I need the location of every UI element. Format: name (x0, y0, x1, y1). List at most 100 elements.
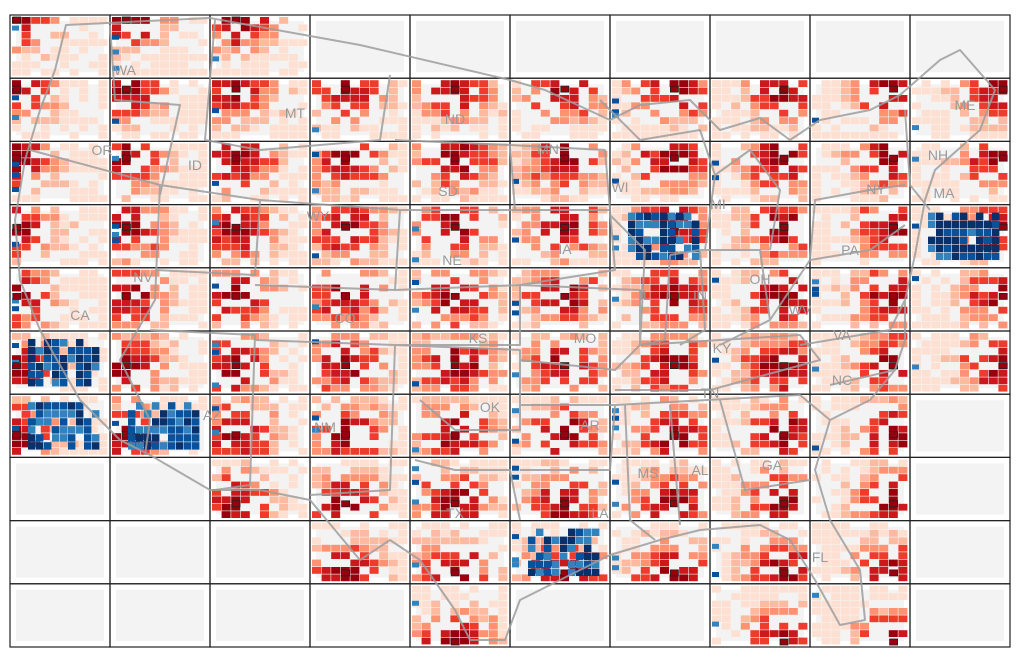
correlation-tile-positive (750, 608, 760, 615)
correlation-tile-positive (479, 109, 489, 117)
correlation-tile-positive (750, 496, 760, 504)
correlation-tile-positive (88, 269, 98, 277)
cell-background (316, 21, 404, 73)
cell-background (916, 526, 1004, 578)
correlation-tile-negative (668, 212, 676, 220)
correlation-tile-positive (588, 158, 598, 165)
correlation-tile-positive (40, 448, 50, 455)
correlation-tile-positive (298, 173, 308, 180)
correlation-tile-negative (12, 172, 19, 178)
correlation-tile-positive (731, 474, 741, 481)
correlation-tile-positive (379, 206, 389, 214)
correlation-tile-positive (850, 433, 860, 440)
correlation-tile-positive (112, 284, 121, 292)
correlation-tile-positive (831, 622, 841, 630)
correlation-tile-negative (152, 418, 160, 426)
small-multiple-cell (909, 140, 1011, 206)
correlation-tile-positive (721, 608, 731, 615)
correlation-tile-positive (179, 377, 189, 385)
correlation-tile-positive (531, 396, 541, 403)
correlation-tile-positive (888, 466, 898, 474)
correlation-tile-positive (660, 448, 669, 455)
correlation-tile-positive (731, 124, 741, 132)
correlation-tile-positive (660, 362, 669, 370)
correlation-tile-positive (188, 195, 198, 202)
correlation-tile-positive (431, 522, 441, 530)
correlation-tile-positive (498, 251, 508, 258)
correlation-tile-positive (798, 474, 808, 481)
correlation-tile-positive (879, 143, 889, 151)
correlation-tile-positive (360, 236, 369, 243)
correlation-tile-positive (350, 459, 360, 467)
correlation-tile-positive (488, 630, 498, 637)
correlation-tile-positive (760, 544, 769, 552)
correlation-tile-positive (812, 132, 821, 139)
correlation-tile-positive (379, 321, 389, 329)
correlation-tile-positive (479, 87, 489, 95)
correlation-tile-positive (569, 243, 579, 251)
correlation-tile-positive (331, 496, 341, 504)
correlation-tile-positive (679, 321, 689, 329)
correlation-tile-positive (412, 95, 421, 102)
correlation-tile-positive (288, 187, 298, 195)
correlation-tile-positive (269, 277, 279, 284)
correlation-tile-positive (340, 314, 350, 321)
correlation-tile-positive (212, 321, 221, 329)
correlation-tile-positive (612, 433, 621, 440)
correlation-tile-positive (260, 425, 269, 433)
correlation-tile-positive (679, 433, 689, 440)
correlation-tile-positive (531, 522, 541, 530)
correlation-tile-positive (888, 440, 898, 448)
correlation-tile-positive (231, 418, 241, 426)
correlation-tile-negative (676, 212, 684, 220)
correlation-tile-positive (912, 292, 921, 299)
correlation-tile-positive (98, 306, 108, 314)
correlation-tile-negative (152, 442, 160, 450)
correlation-tile-positive (469, 481, 479, 489)
correlation-tile-positive (612, 214, 621, 221)
correlation-tile-negative (168, 434, 176, 442)
focus-cell-marker (231, 292, 241, 300)
correlation-tile-positive (831, 277, 841, 284)
correlation-tile-positive (121, 150, 131, 158)
correlation-tile-positive (531, 544, 541, 552)
correlation-tile-positive (779, 403, 789, 411)
correlation-tile-positive (888, 333, 898, 340)
correlation-tile-positive (440, 489, 450, 496)
state-label-la: LA (591, 505, 609, 521)
correlation-tile-positive (750, 214, 760, 221)
correlation-tile-positive (812, 403, 821, 411)
correlation-tile-positive (498, 150, 508, 158)
correlation-tile-positive (631, 251, 641, 258)
correlation-tile-positive (331, 258, 341, 266)
correlation-tile-positive (121, 143, 131, 151)
correlation-tile-positive (269, 54, 279, 61)
correlation-tile-negative (76, 371, 84, 379)
correlation-tile-positive (788, 187, 798, 195)
correlation-tile-positive (621, 396, 631, 403)
correlation-tile-positive (179, 396, 189, 403)
correlation-tile-positive (398, 355, 408, 362)
correlation-tile-positive (350, 448, 360, 455)
correlation-tile-positive (331, 448, 341, 455)
correlation-tile-negative (12, 306, 19, 312)
correlation-tile-positive (450, 530, 460, 537)
correlation-tile-positive (888, 109, 898, 117)
correlation-tile-positive (321, 87, 331, 95)
correlation-tile-positive (279, 269, 289, 277)
correlation-tile-positive (388, 481, 398, 489)
correlation-tile-negative (944, 236, 952, 244)
correlation-tile-positive (798, 165, 808, 173)
correlation-tile-positive (379, 258, 389, 266)
correlation-tile-positive (660, 258, 669, 266)
correlation-tile-positive (221, 370, 231, 377)
correlation-tile-positive (340, 481, 350, 489)
correlation-tile-negative (176, 434, 184, 442)
correlation-tile-positive (979, 124, 989, 132)
correlation-tile-positive (498, 284, 508, 292)
correlation-tile-positive (169, 269, 179, 277)
correlation-tile-positive (360, 314, 369, 321)
correlation-tile-positive (560, 333, 569, 340)
correlation-tile-negative (984, 228, 992, 236)
correlation-tile-positive (150, 243, 160, 251)
